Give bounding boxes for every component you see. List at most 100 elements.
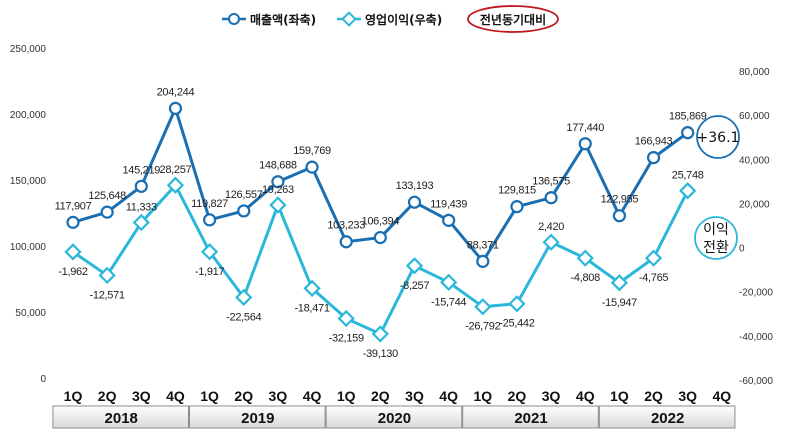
data-label: 177,440 [566, 122, 604, 134]
data-point [679, 182, 697, 200]
quarter-tick-label: 2Q [508, 388, 527, 404]
data-label: 119,827 [191, 198, 228, 210]
data-point [542, 233, 560, 251]
annotation-profit-line2: 전환 [703, 240, 729, 256]
legend-label-revenue: 매출액(좌축) [250, 12, 316, 27]
data-label: -4,808 [571, 272, 601, 284]
data-point [237, 204, 251, 218]
data-label: 11,333 [126, 202, 157, 214]
quarter-tick-label: 4Q [576, 388, 595, 404]
data-point [168, 101, 183, 115]
data-point [373, 230, 387, 245]
data-point [646, 151, 661, 165]
data-point [405, 257, 424, 275]
quarter-tick-label: 4Q [303, 388, 322, 404]
quarter-tick-label: 1Q [473, 388, 492, 404]
data-label: -18,471 [294, 302, 329, 314]
right-tick-label: -40,000 [739, 332, 773, 343]
data-label: 159,769 [293, 145, 331, 157]
data-label: 119,439 [430, 198, 467, 210]
year-label: 2019 [241, 410, 274, 427]
data-label: 88,371 [467, 239, 499, 251]
data-label: -22,564 [226, 311, 261, 323]
year-row: 2018 2019 2020 2021 2022 [52, 405, 736, 429]
data-point [337, 309, 355, 328]
quarter-tick-label: 3Q [132, 388, 151, 404]
data-labels-profit: -1,962-12,571 11,333 28,257 -1,917 -22,564 19… [58, 164, 704, 360]
year-label: 2020 [378, 410, 411, 427]
right-tick-label: 60,000 [739, 111, 770, 122]
right-tick-label: -20,000 [739, 288, 773, 299]
left-tick-label: 250,000 [10, 44, 47, 55]
data-point [576, 249, 594, 267]
quarter-tick-label: 3Q [542, 388, 561, 404]
right-tick-label: 20,000 [739, 199, 770, 210]
data-label: -25,442 [499, 318, 534, 330]
series-operating-profit [64, 176, 697, 343]
data-label: -39,130 [363, 348, 398, 360]
data-point [610, 274, 629, 292]
data-point [166, 176, 185, 194]
data-point [134, 179, 148, 193]
quarter-tick-label: 2Q [644, 388, 663, 404]
data-label: 2,420 [538, 221, 564, 233]
quarter-tick-label: 4Q [439, 388, 458, 404]
annotation-revenue-yoy-text: +36.1 [697, 130, 740, 146]
year-label: 2022 [651, 410, 684, 427]
data-label: 19,263 [262, 184, 294, 196]
data-label: 129,815 [498, 185, 536, 197]
right-tick-label: -60,000 [739, 376, 773, 387]
data-point [510, 200, 524, 214]
data-label: 106,394 [362, 216, 400, 228]
quarter-tick-label: 1Q [610, 388, 629, 404]
year-label: 2021 [514, 410, 547, 427]
annotation-profit-line1: 이익 [703, 222, 729, 238]
right-tick-label: 80,000 [739, 67, 770, 78]
data-point [440, 273, 458, 291]
data-label: -32,159 [329, 333, 364, 345]
year-box [462, 405, 599, 429]
data-label: -1,962 [58, 266, 88, 278]
left-tick-label: 100,000 [10, 242, 47, 253]
data-point [64, 243, 82, 261]
right-tick-label: 40,000 [739, 155, 770, 166]
data-label: -1,917 [195, 266, 225, 278]
data-point [476, 254, 490, 268]
quarter-tick-label: 1Q [64, 388, 83, 404]
data-point [271, 175, 285, 189]
right-tick-label: 0 [739, 244, 745, 255]
data-point [100, 205, 114, 219]
data-point [612, 209, 627, 223]
quarter-tick-label: 2Q [98, 388, 117, 404]
left-y-axis: 0 50,000 100,000 150,000 200,000 250,000 [10, 44, 47, 385]
quarter-tick-label: 3Q [269, 388, 288, 404]
data-point [235, 288, 253, 307]
data-point [132, 213, 150, 232]
x-axis: 1Q 2Q 3Q 4Q 1Q 2Q 3Q 4Q 1Q 2Q 3Q 4Q 1Q 2Q 3Q 4Q 1Q 2Q 3Q 4Q [64, 388, 732, 404]
legend-label-profit: 영업이익(우축) [365, 12, 442, 27]
data-label: -15,744 [431, 296, 466, 308]
data-label: -4,765 [639, 272, 669, 284]
quarter-tick-label: 2Q [371, 388, 390, 404]
legend-item-revenue: 매출액(좌축) [222, 12, 316, 27]
data-label: 103,233 [327, 220, 365, 232]
year-box [325, 405, 463, 429]
data-label: 126,557 [225, 189, 263, 201]
quarter-tick-label: 1Q [337, 388, 356, 404]
year-box [52, 405, 190, 429]
data-point [339, 235, 353, 249]
data-label: 204,244 [157, 86, 195, 98]
data-label: -26,792 [465, 321, 500, 333]
year-box [189, 405, 326, 429]
left-tick-label: 0 [40, 374, 46, 385]
data-point [203, 213, 217, 227]
annotation-profit-turnaround: 이익 전환 [694, 216, 738, 260]
data-point [508, 295, 526, 313]
data-label: -15,947 [602, 297, 637, 309]
left-tick-label: 200,000 [10, 110, 47, 121]
data-point [371, 325, 389, 343]
data-point [407, 195, 422, 209]
data-label: 145,219 [122, 164, 160, 176]
data-point [442, 213, 456, 227]
